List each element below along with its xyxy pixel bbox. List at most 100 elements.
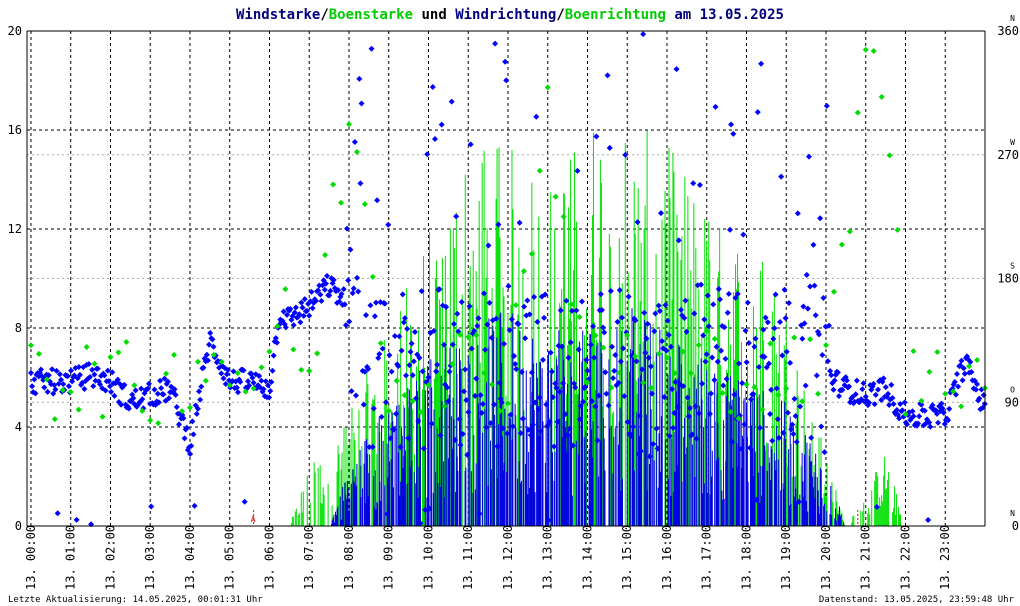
wind-direction-point <box>472 392 479 399</box>
wind-direction-point <box>109 369 116 376</box>
wind-direction-point <box>836 393 843 400</box>
wind-direction-point <box>813 372 820 379</box>
gust-direction-point <box>608 384 615 391</box>
title-sep-2: / <box>556 7 564 23</box>
gust-direction-point <box>815 390 822 397</box>
y-tick-label: 8 <box>15 321 22 335</box>
wind-direction-point <box>843 377 850 384</box>
x-tick-label: 13. 03:00 <box>143 525 157 590</box>
wind-direction-point <box>718 347 725 354</box>
wind-direction-point <box>383 399 390 406</box>
wind-direction-point <box>378 413 385 420</box>
gust-direction-point <box>830 288 837 295</box>
gust-direction-point <box>202 377 209 384</box>
gust-direction-point <box>759 406 766 413</box>
wind-direction-point <box>545 517 552 524</box>
wind-direction-point <box>265 382 272 389</box>
wind-direction-point <box>187 450 194 457</box>
gust-direction-point <box>934 349 941 356</box>
gust-direction-point <box>242 388 249 395</box>
wind-direction-point <box>537 428 544 435</box>
wind-direction-point <box>976 395 983 402</box>
wind-direction-point <box>684 394 691 401</box>
wind-direction-point <box>716 296 723 303</box>
gust-direction-point <box>481 370 488 377</box>
wind-direction-point <box>651 328 658 335</box>
wind-direction-point <box>466 303 473 310</box>
wind-direction-point <box>724 309 731 316</box>
y-tick-label: 16 <box>8 123 22 137</box>
wind-direction-point <box>871 401 878 408</box>
wind-direction-point <box>525 426 532 433</box>
wind-direction-point <box>809 509 816 516</box>
wind-direction-point <box>578 298 585 305</box>
wind-direction-point <box>885 390 892 397</box>
wind-direction-point <box>395 363 402 370</box>
wind-direction-point <box>292 304 299 311</box>
wind-direction-point <box>531 294 538 301</box>
wind-direction-point <box>416 354 423 361</box>
wind-direction-point <box>445 398 452 405</box>
gust-direction-point <box>958 403 965 410</box>
wind-direction-point <box>946 405 953 412</box>
wind-direction-point <box>633 358 640 365</box>
wind-direction-point <box>424 151 431 158</box>
wind-direction-point <box>696 182 703 189</box>
wind-direction-point <box>701 316 708 323</box>
wind-direction-point <box>488 334 495 341</box>
wind-direction-point <box>834 369 841 376</box>
wind-direction-point <box>563 297 570 304</box>
wind-direction-point <box>157 377 164 384</box>
wind-direction-point <box>575 346 582 353</box>
wind-direction-point <box>45 372 52 379</box>
wind-direction-point <box>298 299 305 306</box>
wind-direction-point <box>567 339 574 346</box>
wind-direction-point <box>102 387 109 394</box>
wind-direction-point <box>797 403 804 410</box>
wind-direction-point <box>317 291 324 298</box>
x-tick-label: 13. 01:00 <box>64 525 78 590</box>
wind-direction-point <box>762 314 769 321</box>
wind-direction-point <box>114 376 121 383</box>
wind-direction-point <box>444 384 451 391</box>
wind-direction-point <box>132 387 139 394</box>
x-tick-label: 13. 00:00 <box>24 525 38 590</box>
gust-direction-point <box>43 376 50 383</box>
y-tick-label: 4 <box>15 420 22 434</box>
gust-direction-point <box>385 407 392 414</box>
wind-direction-point <box>370 405 377 412</box>
gust-direction-point <box>512 302 519 309</box>
wind-direction-point <box>714 358 721 365</box>
wind-direction-point <box>870 380 877 387</box>
wind-direction-point <box>475 315 482 322</box>
wind-direction-point <box>558 343 565 350</box>
gust-direction-point <box>338 199 345 206</box>
wind-direction-point <box>448 98 455 105</box>
wind-direction-point <box>801 320 808 327</box>
wind-direction-point <box>105 378 112 385</box>
wind-direction-point <box>586 504 593 511</box>
wind-direction-point <box>541 314 548 321</box>
wind-direction-point <box>918 401 925 408</box>
wind-direction-point <box>653 425 660 432</box>
wind-direction-point <box>358 100 365 107</box>
gust-direction-point <box>584 379 591 386</box>
wind-direction-point <box>821 449 828 456</box>
wind-direction-point <box>438 121 445 128</box>
title-und: und <box>413 7 455 23</box>
wind-direction-point <box>725 290 732 297</box>
x-tick-label: 13. 22:00 <box>898 525 912 590</box>
wind-direction-point <box>547 349 554 356</box>
wind-direction-point <box>886 401 893 408</box>
wind-direction-point <box>539 356 546 363</box>
wind-direction-point <box>308 288 315 295</box>
wind-direction-point <box>234 389 241 396</box>
gust-direction-point <box>799 398 806 405</box>
wind-direction-point <box>664 317 671 324</box>
wind-direction-point <box>577 403 584 410</box>
wind-direction-point <box>348 388 355 395</box>
x-tick-label: 13. 08:00 <box>342 525 356 590</box>
wind-direction-point <box>720 382 727 389</box>
wind-direction-point <box>338 291 345 298</box>
wind-direction-point <box>562 411 569 418</box>
